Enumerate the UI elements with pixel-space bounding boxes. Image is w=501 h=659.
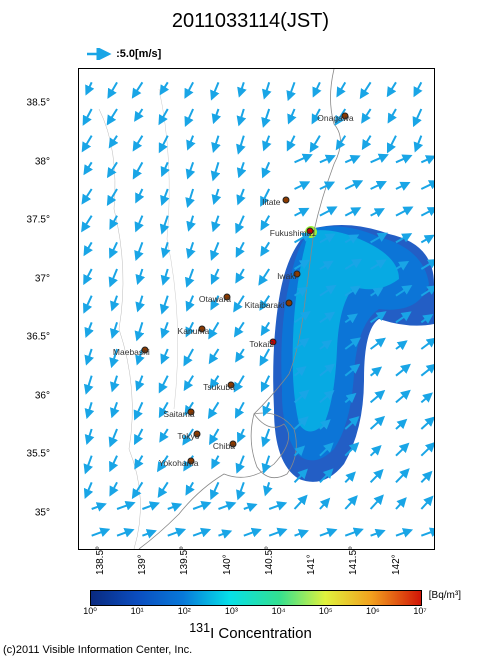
colorbar-unit: [Bq/m³]	[429, 590, 461, 601]
x-tick: 140°	[222, 554, 233, 575]
y-tick: 37.5°	[27, 215, 50, 226]
x-tick: 140.5°	[264, 546, 275, 575]
y-tick: 35.5°	[27, 449, 50, 460]
x-tick: 139°	[137, 554, 148, 575]
city-label: Kanuma	[178, 326, 210, 336]
colorbar-tick: 10⁴	[272, 606, 286, 616]
city-label: Kitaibaraki	[245, 300, 285, 310]
colorbar-tick: 10⁰	[83, 606, 97, 617]
colorbar-label: 131I Concentration	[0, 621, 501, 642]
colorbar-tick: 10⁶	[366, 606, 380, 616]
city-label: Yokohama	[159, 458, 199, 468]
city-label: Tsukuba	[203, 382, 235, 392]
city-label: Otawara	[199, 294, 231, 304]
city-label: Fukushima1	[270, 228, 316, 238]
x-tick: 142°	[391, 554, 402, 575]
x-tick: 141°	[306, 554, 317, 575]
colorbar	[90, 590, 422, 606]
x-tick: 139.5°	[179, 546, 190, 575]
city-label: Iitate	[262, 197, 280, 207]
colorbar-tick: 10³	[225, 606, 238, 616]
map-plot-area: Onagawa Iitate Fukushima1 Iwaki Otawara Kitai…	[78, 68, 435, 550]
y-tick: 38.5°	[27, 98, 50, 109]
city-marker	[285, 300, 292, 307]
x-axis-ticks: 138.5°139°139.5°140°140.5°141°141.5°142°	[78, 552, 433, 582]
city-label: Iwaki	[277, 271, 296, 281]
y-tick: 37°	[35, 273, 50, 284]
city-label: Tokyo	[177, 431, 199, 441]
city-label: Maebashi	[113, 347, 150, 357]
y-tick: 36°	[35, 390, 50, 401]
city-label: Onagawa	[317, 113, 353, 123]
chart-title: 2011033114(JST)	[0, 0, 501, 33]
city-marker	[283, 197, 290, 204]
city-label: Saitama	[163, 409, 194, 419]
city-label: Tokai2	[249, 339, 274, 349]
copyright-text: (c)2011 Visible Information Center, Inc.	[3, 644, 192, 656]
wind-scale-legend: :5.0[m/s]	[85, 48, 161, 60]
y-tick: 38°	[35, 156, 50, 167]
x-tick: 138.5°	[95, 546, 106, 575]
y-tick: 36.5°	[27, 332, 50, 343]
x-tick: 141.5°	[348, 546, 359, 575]
y-tick: 35°	[35, 507, 50, 518]
city-label: Chiba	[213, 441, 235, 451]
colorbar-tick: 10²	[178, 606, 191, 616]
colorbar-tick: 10⁷	[413, 606, 426, 616]
colorbar-tick: 10¹	[131, 606, 144, 616]
colorbar-tick: 10⁵	[319, 606, 333, 616]
